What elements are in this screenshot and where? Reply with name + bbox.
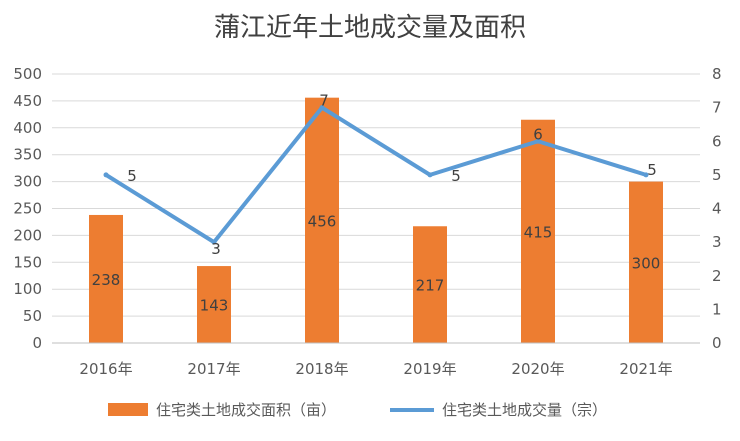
bar (305, 97, 339, 343)
line-value-label: 7 (319, 92, 329, 110)
bar-value-label: 456 (308, 212, 337, 230)
x-tick-label: 2020年 (511, 360, 564, 378)
x-tick-label: 2018年 (295, 360, 348, 378)
bar (89, 214, 123, 343)
line-series (103, 105, 649, 245)
left-tick-label: 500 (13, 65, 42, 83)
bar-series (89, 97, 663, 343)
line-value-label: 6 (533, 125, 543, 143)
right-y-axis: 0 1 2 3 4 5 6 7 8 (712, 65, 722, 352)
bar-value-label: 217 (416, 277, 445, 295)
left-y-axis: 0 50 100 150 200 250 300 350 400 450 500 (13, 65, 42, 352)
bar-data-labels: 238 143 456 217 415 300 (92, 212, 661, 314)
right-tick-label: 7 (712, 99, 722, 117)
line-value-label: 5 (451, 167, 461, 185)
right-tick-label: 0 (712, 334, 722, 352)
left-tick-label: 300 (13, 173, 42, 191)
x-tick-label: 2017年 (187, 360, 240, 378)
left-tick-label: 200 (13, 226, 42, 244)
bar (521, 119, 555, 343)
line-point (211, 239, 217, 245)
bar-value-label: 238 (92, 271, 121, 289)
series-line (104, 105, 648, 245)
right-tick-label: 2 (712, 267, 722, 285)
line-value-label: 3 (211, 240, 221, 258)
line-point (319, 105, 325, 111)
x-tick-label: 2021年 (619, 360, 672, 378)
right-tick-label: 4 (712, 200, 722, 218)
left-tick-label: 350 (13, 146, 42, 164)
line-data-labels: 5 3 7 5 6 5 (127, 92, 657, 259)
legend-label-bar: 住宅类土地成交面积（亩） (156, 401, 336, 419)
left-tick-label: 0 (32, 334, 42, 352)
left-tick-label: 150 (13, 253, 42, 271)
line-point (427, 172, 433, 178)
left-tick-label: 250 (13, 200, 42, 218)
line-value-label: 5 (127, 167, 137, 185)
line-point (535, 138, 541, 144)
x-tick-label: 2019年 (403, 360, 456, 378)
x-tick-label: 2016年 (79, 360, 132, 378)
bar-value-label: 143 (200, 297, 229, 315)
right-tick-label: 3 (712, 233, 722, 251)
line-point (103, 172, 109, 178)
bar (629, 181, 663, 343)
left-tick-label: 400 (13, 119, 42, 137)
legend: 住宅类土地成交面积（亩） 住宅类土地成交量（宗） (108, 401, 607, 419)
left-tick-label: 100 (13, 280, 42, 298)
bar-value-label: 300 (632, 254, 661, 272)
legend-label-line: 住宅类土地成交量（宗） (442, 401, 607, 419)
chart-title: 蒲江近年土地成交量及面积 (214, 13, 526, 43)
left-tick-label: 50 (23, 307, 42, 325)
line-value-label: 5 (647, 161, 657, 179)
right-tick-label: 1 (712, 300, 722, 318)
bar (413, 226, 447, 343)
right-tick-label: 8 (712, 65, 722, 83)
line-point (643, 172, 649, 178)
left-tick-label: 450 (13, 92, 42, 110)
legend-swatch-bar (108, 403, 148, 416)
gridlines (52, 73, 700, 344)
bar (197, 266, 231, 343)
x-axis: 2016年 2017年 2018年 2019年 2020年 2021年 (52, 342, 700, 378)
bar-value-label: 415 (524, 223, 553, 241)
right-tick-label: 5 (712, 166, 722, 184)
right-tick-label: 6 (712, 132, 722, 150)
